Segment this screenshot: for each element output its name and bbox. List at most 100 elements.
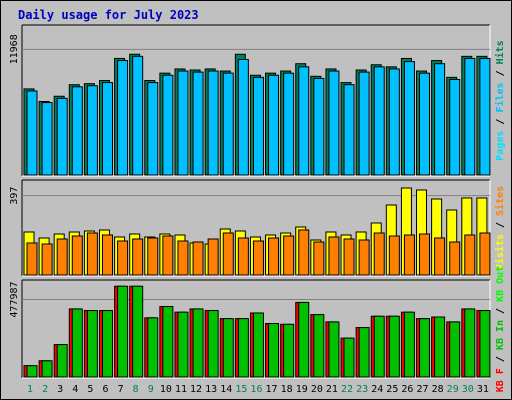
bar-files-16 bbox=[252, 76, 264, 176]
bar-sites-8 bbox=[132, 238, 144, 276]
bar-sites-5 bbox=[86, 232, 98, 276]
xtick-label-11: 11 bbox=[175, 384, 187, 395]
xtick-label-12: 12 bbox=[190, 384, 202, 395]
bar-kb-in-29 bbox=[449, 321, 461, 378]
bar-kb-in-31 bbox=[479, 310, 491, 378]
bar-kb-in-22 bbox=[343, 337, 355, 378]
bar-kb-in-9 bbox=[147, 317, 159, 378]
bar-kb-in-27 bbox=[419, 318, 431, 378]
legend-item: / bbox=[495, 216, 506, 234]
bar-sites-11 bbox=[177, 240, 189, 276]
xtick-label-25: 25 bbox=[386, 384, 398, 395]
bar-files-7 bbox=[117, 60, 129, 176]
bar-files-5 bbox=[86, 85, 98, 176]
xtick-label-9: 9 bbox=[148, 384, 154, 395]
bar-kb-in-17 bbox=[268, 323, 280, 378]
bar-files-14 bbox=[222, 72, 234, 176]
xtick-label-6: 6 bbox=[102, 384, 108, 395]
bar-kb-in-7 bbox=[117, 285, 129, 378]
bar-kb-in-12 bbox=[192, 308, 204, 378]
bar-sites-23 bbox=[358, 239, 370, 276]
bar-files-26 bbox=[403, 61, 415, 176]
legend-visits-sites: Visits / Sites bbox=[494, 186, 506, 270]
xtick-label-23: 23 bbox=[356, 384, 368, 395]
xtick-label-28: 28 bbox=[432, 384, 444, 395]
xtick-label-27: 27 bbox=[416, 384, 428, 395]
xtick-label-17: 17 bbox=[266, 384, 278, 395]
bar-files-3 bbox=[56, 97, 68, 176]
xtick-label-3: 3 bbox=[57, 384, 63, 395]
legend-item: / bbox=[495, 64, 506, 82]
bar-kb-in-13 bbox=[207, 310, 219, 378]
bar-files-27 bbox=[419, 72, 431, 176]
legend-item: / bbox=[495, 302, 506, 320]
bar-files-23 bbox=[358, 71, 370, 176]
bar-sites-4 bbox=[71, 235, 83, 276]
bar-files-18 bbox=[283, 72, 295, 176]
bar-sites-14 bbox=[222, 232, 234, 276]
bar-kb-in-26 bbox=[403, 311, 415, 378]
bar-files-15 bbox=[237, 59, 249, 176]
bar-files-1 bbox=[26, 90, 38, 176]
legend-item: KB F bbox=[495, 368, 506, 392]
xtick-label-20: 20 bbox=[311, 384, 323, 395]
bar-sites-31 bbox=[479, 232, 491, 276]
bar-sites-13 bbox=[207, 238, 219, 276]
xtick-label-1: 1 bbox=[27, 384, 33, 395]
xtick-label-5: 5 bbox=[87, 384, 93, 395]
ytick-label-kbytes: 477987 bbox=[9, 281, 20, 317]
bar-kb-in-14 bbox=[222, 318, 234, 378]
legend-item: Sites bbox=[494, 186, 506, 216]
ytick-label-visits-sites: 397 bbox=[9, 187, 20, 205]
bar-files-21 bbox=[328, 70, 340, 176]
legend-item: Files bbox=[494, 82, 506, 112]
legend-item: KB Out bbox=[495, 266, 506, 302]
bar-sites-30 bbox=[464, 234, 476, 276]
panel-kbytes: 477987 KB F / KB In / KB Out bbox=[9, 266, 506, 392]
legend-hits-files: Pages / Files / Hits bbox=[494, 40, 506, 160]
xtick-label-8: 8 bbox=[133, 384, 139, 395]
legend-kbytes: KB F / KB In / KB Out bbox=[495, 266, 506, 392]
bar-sites-6 bbox=[101, 234, 113, 276]
bar-files-30 bbox=[464, 57, 476, 176]
bar-sites-28 bbox=[434, 237, 446, 276]
bar-files-4 bbox=[71, 86, 83, 176]
legend-item: Pages bbox=[495, 131, 506, 161]
bar-kb-in-4 bbox=[71, 308, 83, 378]
bar-kb-in-10 bbox=[162, 306, 174, 378]
xtick-label-19: 19 bbox=[296, 384, 308, 395]
bar-kb-in-21 bbox=[328, 321, 340, 378]
xtick-label-31: 31 bbox=[477, 384, 489, 395]
bar-sites-15 bbox=[237, 237, 249, 276]
bar-sites-2 bbox=[41, 243, 53, 276]
legend-item: KB In bbox=[495, 320, 506, 350]
bar-kb-in-3 bbox=[56, 344, 68, 378]
bar-sites-1 bbox=[26, 242, 38, 276]
bar-files-29 bbox=[449, 78, 461, 176]
bar-sites-26 bbox=[403, 234, 415, 276]
bar-kb-in-16 bbox=[252, 312, 264, 378]
xtick-label-26: 26 bbox=[401, 384, 413, 395]
bar-sites-17 bbox=[268, 237, 280, 276]
bar-sites-3 bbox=[56, 238, 68, 276]
bar-files-12 bbox=[192, 71, 204, 176]
xtick-label-18: 18 bbox=[281, 384, 293, 395]
bar-sites-18 bbox=[283, 235, 295, 276]
bar-files-20 bbox=[313, 77, 325, 176]
bar-kb-in-28 bbox=[434, 316, 446, 378]
bar-sites-20 bbox=[313, 241, 325, 276]
bar-kb-in-5 bbox=[86, 310, 98, 378]
bar-sites-16 bbox=[252, 240, 264, 276]
bar-sites-24 bbox=[373, 232, 385, 276]
bar-kb-in-23 bbox=[358, 327, 370, 378]
bar-sites-9 bbox=[147, 237, 159, 276]
xtick-label-22: 22 bbox=[341, 384, 353, 395]
xtick-label-30: 30 bbox=[462, 384, 474, 395]
bar-files-31 bbox=[479, 57, 491, 176]
xtick-label-13: 13 bbox=[205, 384, 217, 395]
bar-files-17 bbox=[268, 74, 280, 176]
bar-kb-in-11 bbox=[177, 311, 189, 378]
bar-files-9 bbox=[147, 82, 159, 176]
xtick-label-21: 21 bbox=[326, 384, 338, 395]
